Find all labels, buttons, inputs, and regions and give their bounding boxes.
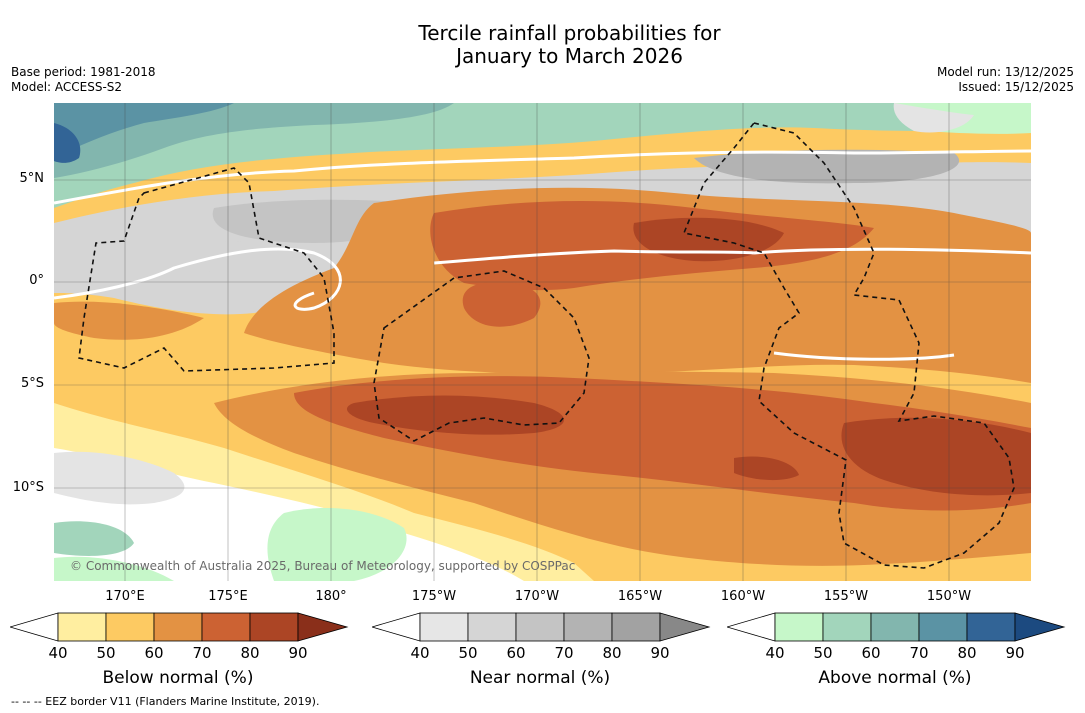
cbar-near-90 (611, 612, 661, 642)
model-name: Model: ACCESS-S2 (11, 80, 123, 94)
cbar-near-tick-90: 90 (650, 644, 670, 662)
cbar-near-title: Near normal (%) (469, 668, 611, 688)
below-normal-70-central (462, 282, 541, 327)
tercile-boundary-north (54, 149, 1031, 205)
above-normal-south-patch (267, 508, 407, 581)
below-normal-60-west (54, 301, 204, 340)
cbar-below-tick-70: 70 (192, 644, 212, 662)
cbar-below-tick-60: 60 (144, 644, 164, 662)
cbar-above-title: Above normal (%) (818, 668, 972, 688)
lat-label-5n: 5°N (19, 171, 45, 186)
cbar-above-tick-90: 90 (1005, 644, 1025, 662)
title-line-2: January to March 2026 (456, 44, 683, 68)
cbar-above-70 (870, 612, 920, 642)
rainfall-map[interactable] (54, 103, 1031, 581)
graticule (54, 103, 1031, 581)
eez-phoenix-islands (373, 270, 590, 442)
cbar-below-60 (105, 612, 155, 642)
lon-label-175w: 175°W (411, 589, 457, 604)
cbar-above-tick-50: 50 (813, 644, 833, 662)
eez-footnote: -- -- -- EEZ border V11 (Flanders Marine… (11, 695, 320, 708)
cbar-below-80 (201, 612, 251, 642)
colorbar-below-normal (10, 612, 349, 642)
above-normal-70-north (54, 103, 234, 158)
title-line-1: Tercile rainfall probabilities for (418, 21, 721, 45)
cbar-above-tick-40: 40 (765, 644, 785, 662)
base-info: Base period: 1981-2018 Model: ACCESS-S2 (11, 65, 156, 95)
cbar-above-80 (918, 612, 968, 642)
eez-gilbert-islands (78, 167, 335, 372)
cbar-near-tick-40: 40 (410, 644, 430, 662)
eez-line-islands (682, 122, 1015, 569)
near-normal-west-patch (206, 241, 304, 302)
below-normal-80-north-patch (633, 217, 784, 262)
base-period: Base period: 1981-2018 (11, 65, 156, 79)
above-normal-southwest (54, 521, 134, 556)
cbar-below-title: Below normal (%) (102, 668, 254, 688)
cbar-near-tick-70: 70 (554, 644, 574, 662)
colorbar-near-normal (372, 612, 711, 642)
near-normal-ne-patch (893, 103, 974, 133)
cbar-above-lower-cap (727, 612, 776, 642)
cbar-below-tick-80: 80 (240, 644, 260, 662)
cbar-near-50 (419, 612, 469, 642)
above-normal-sw-corner (54, 556, 174, 581)
above-normal-80-north (54, 123, 81, 163)
cbar-above-90 (966, 612, 1016, 642)
lon-label-170e: 170°E (105, 589, 145, 604)
cbar-near-tick-80: 80 (602, 644, 622, 662)
cbar-below-70 (153, 612, 203, 642)
cbar-above-tick-70: 70 (909, 644, 929, 662)
lon-label-170w: 170°W (514, 589, 560, 604)
lon-label-180: 180° (315, 589, 347, 604)
tercile-boundary-east-south (773, 351, 955, 361)
tercile-boundary-central (433, 249, 755, 265)
below-normal-80-east (841, 417, 1031, 496)
cbar-below-tick-40: 40 (48, 644, 68, 662)
lon-label-160w: 160°W (720, 589, 766, 604)
cbar-below-90 (249, 612, 299, 642)
lon-label-150w: 150°W (926, 589, 972, 604)
lat-label-0: 0° (29, 273, 44, 288)
cbar-below-tick-50: 50 (96, 644, 116, 662)
lon-label-175e: 175°E (208, 589, 248, 604)
below-normal-80-patch-1 (346, 395, 564, 435)
eez-borders (78, 122, 1015, 569)
cbar-near-60 (467, 612, 517, 642)
colorbar-above-normal (727, 612, 1066, 642)
run-info: Model run: 13/12/2025 Issued: 15/12/2025 (937, 65, 1074, 95)
issued-date: Issued: 15/12/2025 (958, 80, 1074, 94)
cbar-near-80 (563, 612, 613, 642)
cbar-below-upper-cap (297, 612, 349, 642)
tercile-boundary-east (753, 247, 1031, 255)
cbar-near-tick-60: 60 (506, 644, 526, 662)
map-canvas (54, 103, 1031, 581)
cbar-above-tick-80: 80 (957, 644, 977, 662)
cbar-above-60 (822, 612, 872, 642)
cbar-below-lower-cap (10, 612, 59, 642)
map-title: Tercile rainfall probabilities for Janua… (0, 22, 1085, 68)
cbar-near-lower-cap (372, 612, 421, 642)
cbar-above-tick-60: 60 (861, 644, 881, 662)
near-normal-southwest (54, 451, 185, 505)
lat-label-10s: 10°S (12, 480, 44, 495)
model-run-date: Model run: 13/12/2025 (936, 65, 1074, 79)
copyright-notice: © Commonwealth of Australia 2025, Bureau… (70, 559, 576, 573)
cbar-above-50 (774, 612, 824, 642)
cbar-near-upper-cap (659, 612, 711, 642)
cbar-below-50 (57, 612, 107, 642)
near-normal-70-patch (694, 149, 960, 184)
above-normal-50-north (54, 103, 1031, 208)
lon-label-155w: 155°W (823, 589, 869, 604)
cbar-near-tick-50: 50 (458, 644, 478, 662)
lat-label-5s: 5°S (20, 376, 44, 391)
cbar-below-tick-90: 90 (288, 644, 308, 662)
above-normal-60-north (54, 103, 454, 178)
cbar-near-70 (515, 612, 565, 642)
below-normal-80-patch-2 (734, 456, 799, 481)
lon-label-165w: 165°W (617, 589, 663, 604)
cbar-above-upper-cap (1014, 612, 1066, 642)
